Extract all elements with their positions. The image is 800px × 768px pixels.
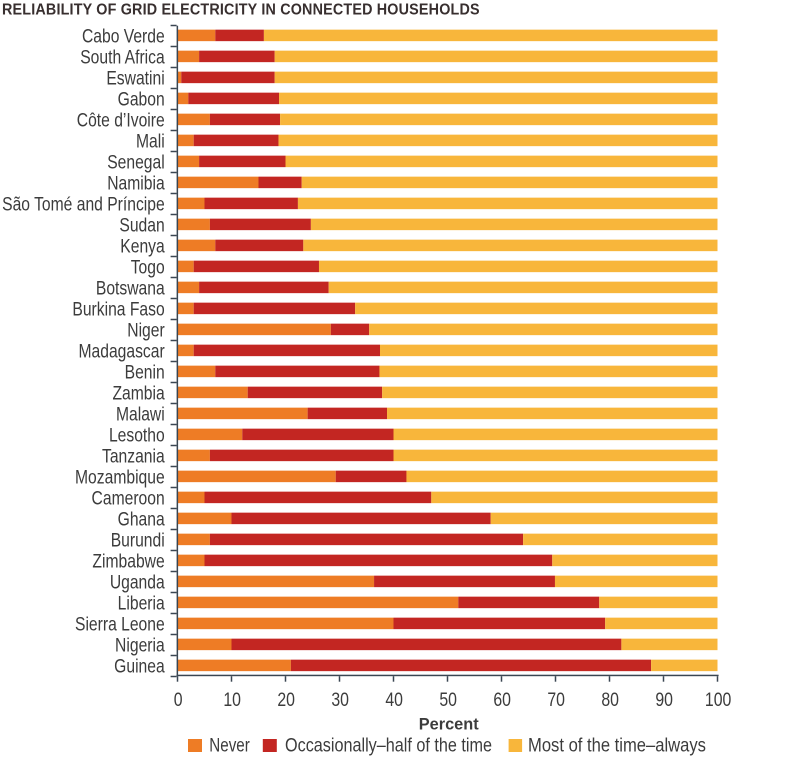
svg-text:Tanzania: Tanzania [102, 445, 165, 467]
svg-text:Sudan: Sudan [119, 214, 164, 236]
svg-text:Percent: Percent [419, 714, 479, 733]
svg-text:60: 60 [493, 689, 511, 711]
svg-text:Lesotho: Lesotho [109, 424, 165, 446]
svg-text:Eswatini: Eswatini [106, 67, 164, 89]
svg-text:Sierra Leone: Sierra Leone [75, 613, 165, 635]
svg-text:South Africa: South Africa [80, 46, 165, 68]
svg-text:Mozambique: Mozambique [75, 466, 165, 488]
svg-text:50: 50 [439, 689, 457, 711]
svg-text:Zimbabwe: Zimbabwe [92, 550, 164, 572]
svg-text:0: 0 [174, 689, 183, 711]
svg-text:40: 40 [385, 689, 403, 711]
svg-text:Cameroon: Cameroon [92, 487, 165, 509]
svg-text:Côte d’Ivoire: Côte d’Ivoire [77, 109, 165, 131]
svg-text:90: 90 [655, 689, 673, 711]
svg-text:Most of the time–always: Most of the time–always [528, 734, 706, 755]
svg-text:30: 30 [331, 689, 349, 711]
svg-text:Malawi: Malawi [116, 403, 165, 425]
svg-text:Cabo Verde: Cabo Verde [82, 25, 165, 47]
svg-text:Togo: Togo [131, 256, 165, 278]
svg-text:Madagascar: Madagascar [78, 340, 164, 362]
svg-text:Kenya: Kenya [120, 235, 165, 257]
svg-text:Niger: Niger [127, 319, 165, 341]
svg-text:100: 100 [705, 689, 732, 711]
svg-text:Botswana: Botswana [96, 277, 165, 299]
svg-text:Burundi: Burundi [111, 529, 165, 551]
svg-text:Benin: Benin [125, 361, 165, 383]
svg-text:Ghana: Ghana [118, 508, 165, 530]
svg-text:Zambia: Zambia [112, 382, 165, 404]
svg-text:Never: Never [209, 734, 250, 756]
svg-text:10: 10 [223, 689, 241, 711]
svg-text:Namibia: Namibia [107, 172, 165, 194]
svg-text:Senegal: Senegal [107, 151, 165, 173]
svg-text:Mali: Mali [136, 130, 165, 152]
svg-text:20: 20 [277, 689, 295, 711]
svg-text:Nigeria: Nigeria [115, 634, 165, 656]
svg-text:Guinea: Guinea [114, 655, 165, 677]
svg-text:Uganda: Uganda [110, 571, 165, 593]
svg-text:São Tomé and Príncipe: São Tomé and Príncipe [2, 193, 165, 215]
svg-text:Burkina Faso: Burkina Faso [72, 298, 164, 320]
svg-text:Occasionally–half of the time: Occasionally–half of the time [285, 734, 492, 756]
svg-text:RELIABILITY OF GRID ELECTRICIT: RELIABILITY OF GRID ELECTRICITY IN CONNE… [2, 1, 480, 19]
svg-text:80: 80 [601, 689, 619, 711]
svg-text:Liberia: Liberia [118, 592, 165, 614]
svg-text:70: 70 [547, 689, 565, 711]
svg-text:Gabon: Gabon [118, 88, 165, 110]
